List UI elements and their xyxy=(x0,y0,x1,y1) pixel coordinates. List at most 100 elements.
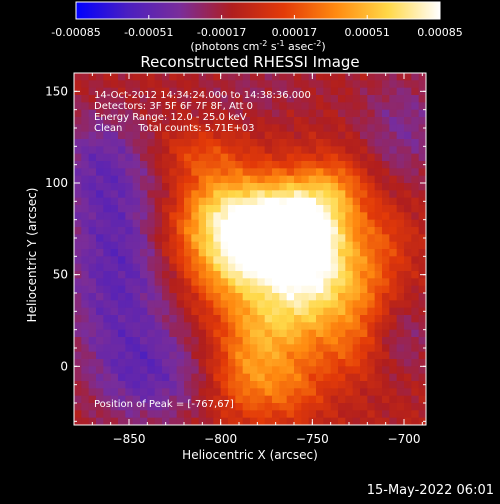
heatmap-cell xyxy=(103,161,112,169)
heatmap-cell xyxy=(257,410,266,419)
heatmap-cell xyxy=(220,161,229,169)
heatmap-cell xyxy=(154,197,163,206)
heatmap-cell xyxy=(132,227,141,235)
heatmap-cell xyxy=(228,359,236,367)
heatmap-cell xyxy=(242,285,251,294)
heatmap-cell xyxy=(396,410,405,419)
heatmap-cell xyxy=(279,73,288,81)
heatmap-cell xyxy=(323,175,332,184)
heatmap-cell xyxy=(169,285,178,294)
heatmap-cell xyxy=(360,337,368,345)
heatmap-cell xyxy=(118,366,126,375)
heatmap-cell xyxy=(147,153,156,162)
heatmap-cell xyxy=(96,117,104,125)
heatmap-cell xyxy=(184,95,192,103)
heatmap-cell xyxy=(257,359,266,367)
heatmap-cell xyxy=(396,109,405,118)
heatmap-cell xyxy=(389,219,398,228)
heatmap-cell xyxy=(330,271,339,279)
heatmap-cell xyxy=(264,87,273,96)
heatmap-cell xyxy=(74,381,82,389)
heatmap-cell xyxy=(374,271,383,279)
heatmap-cell xyxy=(110,337,119,345)
colorbar-tick-label: -0.00085 xyxy=(51,26,100,39)
heatmap-cell xyxy=(147,285,156,294)
heatmap-cell xyxy=(147,293,156,301)
heatmap-cell xyxy=(264,271,273,279)
heatmap-cell xyxy=(96,153,104,162)
heatmap-cell xyxy=(88,263,97,272)
heatmap-cell xyxy=(411,190,420,199)
heatmap-cell xyxy=(257,315,266,323)
heatmap-cell xyxy=(352,102,361,111)
heatmap-cell xyxy=(250,344,258,353)
heatmap-cell xyxy=(352,146,361,155)
heatmap-cell xyxy=(118,351,126,360)
heatmap-cell xyxy=(140,234,148,243)
heatmap-cell xyxy=(323,139,332,147)
heatmap-cell xyxy=(220,95,229,103)
heatmap-cell xyxy=(404,131,412,140)
heatmap-cell xyxy=(198,205,207,213)
heatmap-cell xyxy=(220,183,229,191)
heatmap-cell xyxy=(338,219,346,228)
heatmap-cell xyxy=(176,131,185,140)
heatmap-cell xyxy=(74,410,82,419)
heatmap-cell xyxy=(132,315,141,323)
heatmap-cell xyxy=(110,278,119,287)
heatmap-cell xyxy=(169,212,178,221)
heatmap-cell xyxy=(360,168,368,177)
heatmap-cell xyxy=(176,395,185,404)
heatmap-cell xyxy=(294,344,302,353)
heatmap-cell xyxy=(330,117,339,125)
heatmap-cell xyxy=(286,410,295,419)
heatmap-cell xyxy=(74,293,82,301)
heatmap-cell xyxy=(213,227,222,235)
heatmap-cell xyxy=(286,153,295,162)
heatmap-cell xyxy=(272,322,280,331)
heatmap-cell xyxy=(228,109,236,118)
heatmap-cell xyxy=(345,73,354,81)
heatmap-cell xyxy=(411,293,420,301)
heatmap-cell xyxy=(360,73,368,81)
heatmap-cell xyxy=(88,183,97,191)
heatmap-cell xyxy=(323,344,332,353)
heatmap-cell xyxy=(411,183,420,191)
heatmap-cell xyxy=(125,307,134,316)
heatmap-cell xyxy=(206,359,214,367)
heatmap-cell xyxy=(411,175,420,184)
heatmap-cell xyxy=(301,337,310,345)
heatmap-cell xyxy=(330,73,339,81)
heatmap-cell xyxy=(228,293,236,301)
heatmap-cell xyxy=(213,131,222,140)
heatmap-cell xyxy=(360,87,368,96)
annotation-clean-counts: Clean Total counts: 5.71E+03 xyxy=(94,123,254,134)
heatmap-cell xyxy=(213,95,222,103)
heatmap-cell xyxy=(308,300,317,309)
heatmap-cell xyxy=(352,417,361,425)
heatmap-cell xyxy=(257,131,266,140)
heatmap-cell xyxy=(294,87,302,96)
heatmap-cell xyxy=(294,263,302,272)
heatmap-cell xyxy=(338,293,346,301)
heatmap-cell xyxy=(235,417,244,425)
heatmap-cell xyxy=(330,205,339,213)
heatmap-cell xyxy=(418,417,426,425)
heatmap-cell xyxy=(279,293,288,301)
heatmap-cell xyxy=(110,322,119,331)
heatmap-cell xyxy=(250,249,258,257)
heatmap-cell xyxy=(206,241,214,250)
heatmap-cell xyxy=(316,219,324,228)
heatmap-cell xyxy=(294,73,302,81)
heatmap-cell xyxy=(184,124,192,133)
heatmap-cell xyxy=(220,212,229,221)
heatmap-cell xyxy=(360,351,368,360)
heatmap-cell xyxy=(411,168,420,177)
heatmap-cell xyxy=(110,197,119,206)
heatmap-cell xyxy=(404,271,412,279)
heatmap-cell xyxy=(110,161,119,169)
heatmap-cell xyxy=(96,124,104,133)
heatmap-cell xyxy=(345,366,354,375)
heatmap-cell xyxy=(330,102,339,111)
